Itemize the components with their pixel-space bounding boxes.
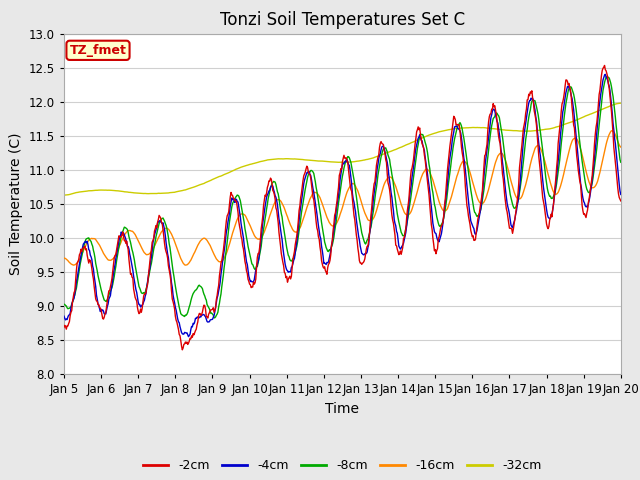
- Text: TZ_fmet: TZ_fmet: [70, 44, 127, 57]
- -32cm: [566, 120, 573, 125]
- -2cm: [207, 307, 215, 313]
- Line: -2cm: -2cm: [64, 65, 621, 350]
- -16cm: [566, 143, 574, 148]
- -16cm: [444, 205, 451, 211]
- -8cm: [617, 159, 625, 165]
- -32cm: [182, 187, 190, 192]
- -4cm: [207, 317, 215, 323]
- -16cm: [207, 244, 215, 250]
- -2cm: [179, 347, 186, 353]
- -4cm: [617, 192, 625, 197]
- Line: -8cm: -8cm: [64, 76, 621, 318]
- -32cm: [206, 178, 214, 183]
- Title: Tonzi Soil Temperatures Set C: Tonzi Soil Temperatures Set C: [220, 11, 465, 29]
- -16cm: [608, 128, 616, 133]
- -4cm: [335, 193, 342, 199]
- Legend: -2cm, -4cm, -8cm, -16cm, -32cm: -2cm, -4cm, -8cm, -16cm, -32cm: [138, 454, 547, 477]
- -8cm: [206, 308, 214, 313]
- Line: -16cm: -16cm: [64, 131, 621, 265]
- -16cm: [617, 144, 625, 150]
- -8cm: [444, 188, 451, 194]
- -8cm: [60, 301, 68, 307]
- Y-axis label: Soil Temperature (C): Soil Temperature (C): [10, 133, 23, 275]
- -32cm: [334, 159, 342, 165]
- -2cm: [183, 339, 191, 345]
- -32cm: [443, 127, 451, 133]
- -4cm: [60, 313, 68, 319]
- -4cm: [182, 330, 190, 336]
- Line: -4cm: -4cm: [64, 74, 621, 336]
- -2cm: [60, 324, 68, 330]
- -2cm: [566, 88, 574, 94]
- -8cm: [210, 315, 218, 321]
- -32cm: [617, 100, 625, 106]
- -2cm: [335, 184, 342, 190]
- -16cm: [335, 216, 342, 222]
- -16cm: [389, 177, 397, 182]
- -8cm: [566, 84, 574, 90]
- X-axis label: Time: Time: [325, 402, 360, 416]
- -8cm: [603, 73, 611, 79]
- -2cm: [601, 62, 609, 68]
- -8cm: [389, 176, 397, 181]
- -16cm: [69, 262, 77, 268]
- -2cm: [444, 166, 451, 172]
- -4cm: [185, 334, 193, 339]
- -16cm: [183, 262, 191, 268]
- Line: -32cm: -32cm: [64, 103, 621, 195]
- -4cm: [389, 202, 397, 208]
- -4cm: [444, 179, 451, 185]
- -4cm: [566, 89, 574, 95]
- -2cm: [389, 217, 397, 223]
- -32cm: [60, 192, 68, 198]
- -32cm: [388, 148, 396, 154]
- -16cm: [60, 255, 68, 261]
- -8cm: [182, 312, 190, 318]
- -2cm: [617, 198, 625, 204]
- -8cm: [335, 200, 342, 206]
- -4cm: [602, 72, 609, 77]
